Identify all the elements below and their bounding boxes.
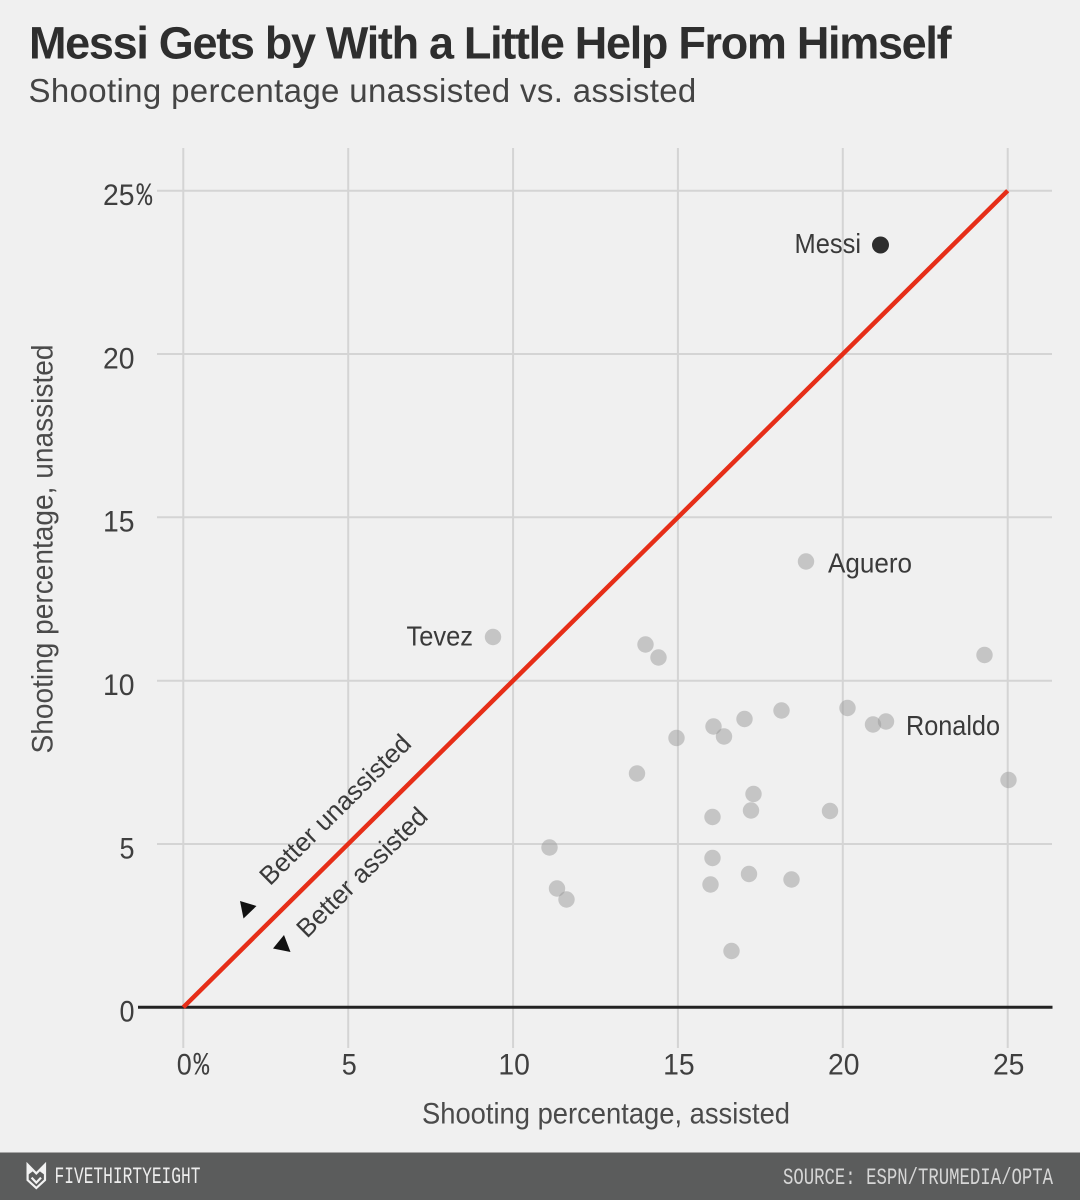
svg-text:%: % xyxy=(194,1048,210,1085)
svg-text:Ronaldo: Ronaldo xyxy=(906,710,1000,741)
svg-text:5: 5 xyxy=(120,832,135,865)
svg-text:SOURCE: ESPN/TRUMEDIA/OPTA: SOURCE: ESPN/TRUMEDIA/OPTA xyxy=(783,1165,1053,1191)
svg-text:Messi: Messi xyxy=(795,228,862,259)
svg-text:5: 5 xyxy=(342,1049,357,1082)
svg-text:25: 25 xyxy=(993,1049,1025,1082)
svg-text:Messi Gets by With a Little He: Messi Gets by With a Little Help From Hi… xyxy=(29,18,953,69)
svg-text:10: 10 xyxy=(103,669,135,702)
svg-text:FIVETHIRTYEIGHT: FIVETHIRTYEIGHT xyxy=(55,1164,201,1190)
svg-text:15: 15 xyxy=(663,1049,695,1082)
svg-text:Tevez: Tevez xyxy=(407,621,474,652)
svg-text:15: 15 xyxy=(103,506,135,539)
svg-text:Shooting percentage, assisted: Shooting percentage, assisted xyxy=(422,1098,790,1131)
svg-text:Shooting percentage, unassiste: Shooting percentage, unassisted xyxy=(27,345,60,754)
svg-text:25: 25 xyxy=(103,179,135,212)
svg-text:0: 0 xyxy=(177,1049,192,1082)
svg-text:%: % xyxy=(137,178,153,215)
svg-text:20: 20 xyxy=(103,342,135,375)
svg-text:20: 20 xyxy=(828,1049,860,1082)
svg-text:Shooting percentage unassisted: Shooting percentage unassisted vs. assis… xyxy=(29,72,697,109)
svg-text:10: 10 xyxy=(498,1049,530,1082)
svg-text:Aguero: Aguero xyxy=(828,548,912,579)
svg-text:0: 0 xyxy=(120,996,135,1029)
